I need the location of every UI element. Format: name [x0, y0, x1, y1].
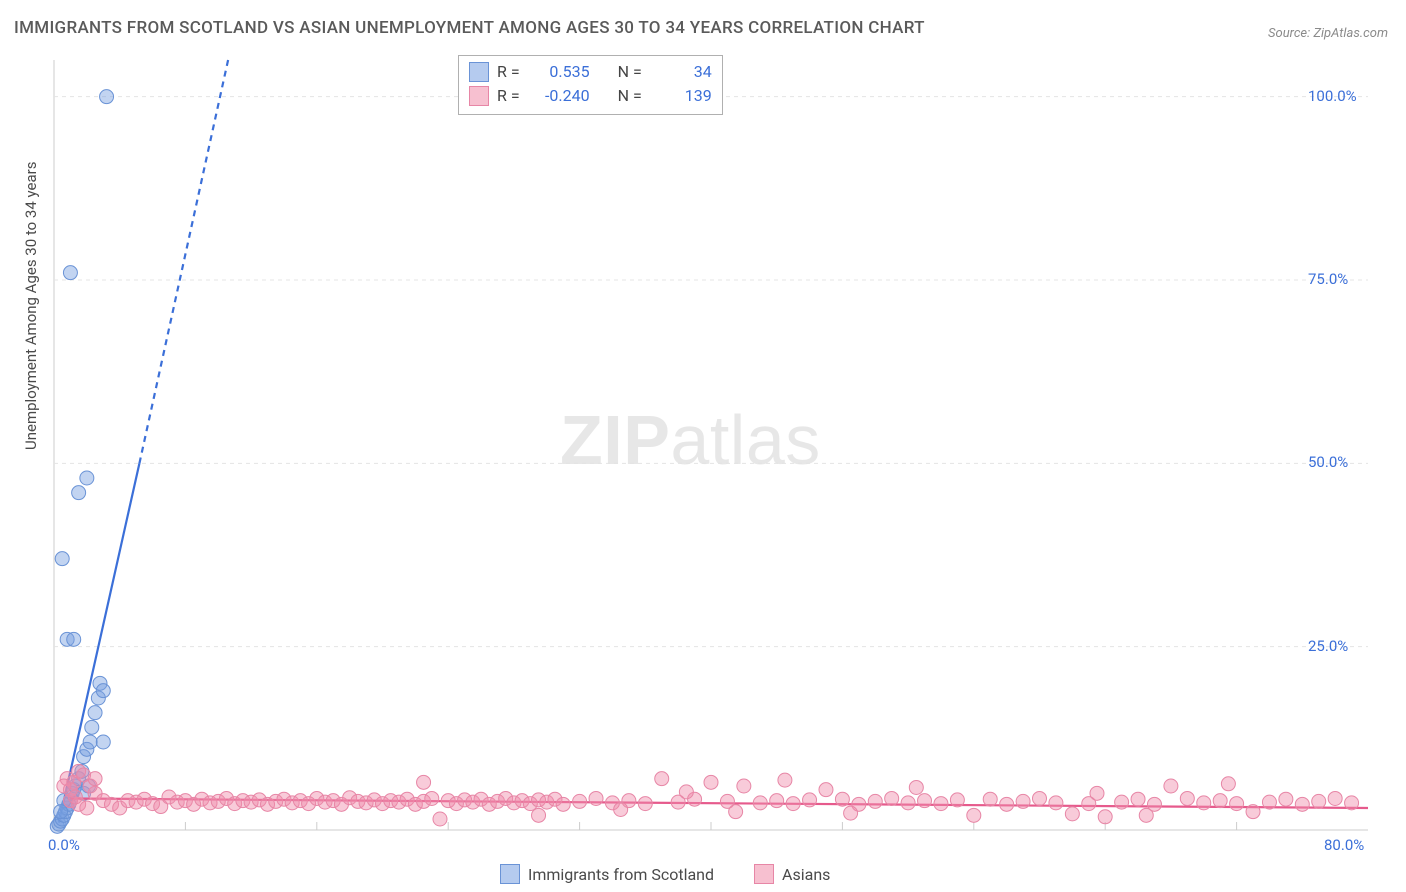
stats-row-series1: R = 0.535 N = 34	[469, 60, 712, 84]
series2-name: Asians	[782, 865, 830, 884]
axis-tick-label: 75.0%	[1308, 270, 1348, 288]
n-label: N =	[618, 84, 642, 108]
correlation-chart	[46, 52, 1382, 852]
source-prefix: Source:	[1268, 26, 1313, 41]
n-label: N =	[618, 60, 642, 84]
series1-swatch	[500, 864, 520, 884]
source-attribution: Source: ZipAtlas.com	[1268, 26, 1388, 41]
r-label: R =	[497, 60, 520, 84]
series2-n-value: 139	[654, 84, 712, 108]
statistics-legend: R = 0.535 N = 34 R = -0.240 N = 139	[458, 55, 723, 115]
chart-title: IMMIGRANTS FROM SCOTLAND VS ASIAN UNEMPL…	[14, 18, 925, 38]
y-axis-label: Unemployment Among Ages 30 to 34 years	[22, 162, 40, 450]
series2-swatch	[754, 864, 774, 884]
legend-item-series2: Asians	[754, 864, 830, 884]
series2-swatch	[469, 86, 489, 106]
axis-tick-label: 25.0%	[1308, 637, 1348, 655]
series1-name: Immigrants from Scotland	[528, 865, 714, 884]
axis-tick-label: 100.0%	[1308, 87, 1357, 105]
series1-swatch	[469, 62, 489, 82]
axis-tick-label: 80.0%	[1324, 836, 1364, 854]
legend-item-series1: Immigrants from Scotland	[500, 864, 714, 884]
axis-tick-label: 0.0%	[48, 836, 80, 854]
series1-r-value: 0.535	[532, 60, 590, 84]
series1-n-value: 34	[654, 60, 712, 84]
r-label: R =	[497, 84, 520, 108]
axis-tick-label: 50.0%	[1308, 453, 1348, 471]
bottom-legend: Immigrants from Scotland Asians	[500, 864, 830, 884]
series2-r-value: -0.240	[532, 84, 590, 108]
stats-row-series2: R = -0.240 N = 139	[469, 84, 712, 108]
source-name: ZipAtlas.com	[1313, 26, 1388, 41]
